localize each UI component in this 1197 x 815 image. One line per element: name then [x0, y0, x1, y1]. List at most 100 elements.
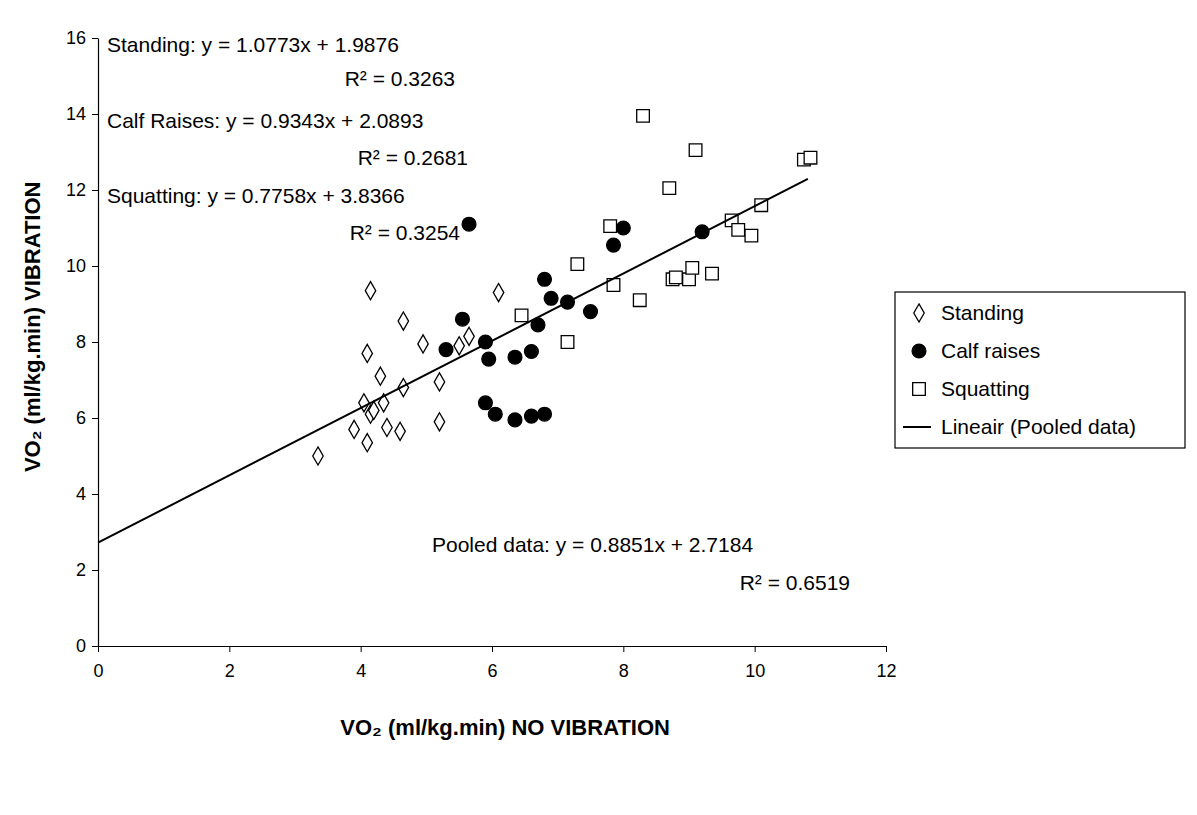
annotation: R² = 0.3263	[345, 67, 455, 90]
y-tick-label: 14	[66, 104, 86, 124]
point	[745, 229, 758, 242]
annotation: Calf Raises: y = 0.9343x + 2.0893	[107, 109, 423, 132]
point	[732, 224, 745, 237]
y-tick-mark	[92, 494, 98, 495]
x-tick-mark	[886, 646, 887, 652]
y-axis-title: VO₂ (ml/kg.min) VIBRATION	[20, 182, 45, 473]
legend-symbol	[903, 426, 931, 428]
y-tick-mark	[92, 570, 98, 571]
x-tick-label: 2	[225, 661, 235, 681]
point	[313, 447, 323, 465]
legend: StandingCalf raisesSquattingLineair (Poo…	[895, 292, 1185, 448]
plot: 0246810120246810121416	[66, 28, 897, 680]
point	[493, 284, 503, 302]
y-tick: 16	[66, 28, 98, 48]
x-tick-label: 8	[619, 661, 629, 681]
point	[571, 258, 584, 271]
point	[515, 309, 528, 322]
x-axis-title: VO₂ (ml/kg.min) NO VIBRATION	[340, 715, 670, 740]
y-tick: 0	[76, 636, 98, 656]
chart: 0246810120246810121416VO₂ (ml/kg.min) NO…	[0, 0, 1197, 815]
legend-label: Calf raises	[941, 339, 1040, 362]
y-tick: 8	[76, 332, 98, 352]
point	[633, 294, 646, 307]
y-tick-label: 10	[66, 256, 86, 276]
point	[686, 262, 699, 275]
point	[604, 220, 617, 233]
point	[524, 345, 538, 359]
annotation: Squatting: y = 0.7758x + 3.8366	[107, 184, 405, 207]
y-tick-mark	[92, 38, 98, 39]
legend-label: Squatting	[941, 377, 1030, 400]
x-tick: 2	[225, 646, 235, 681]
point	[508, 413, 522, 427]
legend-symbol	[914, 304, 924, 322]
x-tick: 10	[745, 646, 765, 681]
y-tick: 12	[66, 180, 98, 200]
y-tick: 6	[76, 408, 98, 428]
x-tick-mark	[361, 646, 362, 652]
x-tick: 6	[487, 646, 497, 681]
point	[524, 409, 538, 423]
y-tick-mark	[92, 646, 98, 647]
y-tick: 10	[66, 256, 98, 276]
point	[479, 396, 493, 410]
point	[349, 420, 359, 438]
point	[488, 407, 502, 421]
x-tick-mark	[755, 646, 756, 652]
point	[464, 327, 474, 345]
x-tick: 12	[876, 646, 896, 681]
y-tick-label: 6	[76, 408, 86, 428]
y-tick-label: 12	[66, 180, 86, 200]
point	[382, 418, 392, 436]
point	[362, 344, 372, 362]
point	[538, 272, 552, 286]
point	[365, 282, 375, 300]
point	[607, 238, 621, 252]
point	[462, 217, 476, 231]
annotation: Pooled data: y = 0.8851x + 2.7184	[432, 533, 753, 556]
y-tick-mark	[92, 418, 98, 419]
point	[670, 271, 683, 284]
x-tick-label: 4	[356, 661, 366, 681]
point	[454, 337, 464, 355]
x-axis: 0 2 4 6 8 10 12	[93, 646, 896, 681]
x-tick: 4	[356, 646, 366, 681]
y-tick-mark	[92, 190, 98, 191]
point	[434, 373, 444, 391]
pooled-line	[98, 179, 808, 543]
y-tick-mark	[92, 114, 98, 115]
annotation: R² = 0.2681	[358, 146, 468, 169]
annotation: R² = 0.6519	[740, 571, 850, 594]
x-tick-label: 6	[487, 661, 497, 681]
legend-label: Standing	[941, 301, 1024, 324]
marks	[98, 110, 817, 543]
point	[375, 367, 385, 385]
legend-symbol	[913, 383, 926, 396]
point	[456, 312, 470, 326]
point	[689, 144, 702, 157]
point	[439, 343, 453, 357]
point	[434, 413, 444, 431]
x-tick-label: 0	[93, 661, 103, 681]
x-tick-mark	[98, 646, 99, 652]
point	[561, 336, 574, 349]
y-axis-line	[98, 39, 99, 647]
point	[538, 407, 552, 421]
point	[508, 350, 522, 364]
legend-symbol	[912, 344, 926, 358]
y-tick-label: 8	[76, 332, 86, 352]
y-tick: 2	[76, 560, 98, 580]
y-tick-mark	[92, 342, 98, 343]
point	[398, 312, 408, 330]
x-tick-mark	[623, 646, 624, 652]
point	[362, 434, 372, 452]
x-tick-label: 10	[745, 661, 765, 681]
point	[804, 151, 817, 164]
point	[482, 352, 496, 366]
annotation: Standing: y = 1.0773x + 1.9876	[107, 33, 399, 56]
y-tick-label: 2	[76, 560, 86, 580]
x-tick-mark	[492, 646, 493, 652]
y-tick-label: 16	[66, 28, 86, 48]
point	[637, 110, 650, 123]
